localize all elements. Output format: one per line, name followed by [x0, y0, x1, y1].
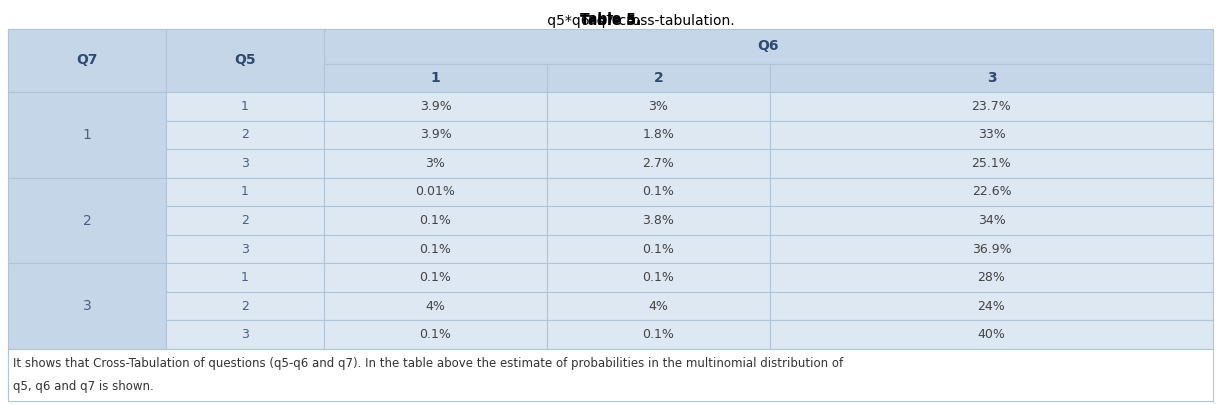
Text: 22.6%: 22.6%: [972, 185, 1011, 198]
Bar: [324, 149, 547, 178]
Text: 3: 3: [987, 71, 996, 85]
Bar: [9, 263, 166, 349]
Text: 1: 1: [241, 271, 249, 284]
Bar: [9, 29, 166, 92]
Text: Table 5.: Table 5.: [580, 14, 641, 28]
Bar: [166, 149, 324, 178]
Text: Q5: Q5: [234, 53, 256, 67]
Bar: [166, 292, 324, 320]
Bar: [770, 292, 1212, 320]
Text: q5*q6*q7 cross-tabulation.: q5*q6*q7 cross-tabulation.: [486, 14, 735, 28]
Text: Q7: Q7: [76, 53, 98, 67]
Text: 3%: 3%: [648, 100, 668, 113]
Bar: [324, 29, 1212, 64]
Text: 3: 3: [83, 299, 92, 313]
Text: 0.1%: 0.1%: [420, 214, 452, 227]
Text: 3.9%: 3.9%: [420, 100, 452, 113]
Text: 0.1%: 0.1%: [642, 242, 674, 256]
Bar: [770, 92, 1212, 120]
Text: 3.8%: 3.8%: [642, 214, 674, 227]
Text: 2: 2: [241, 214, 249, 227]
Text: 25.1%: 25.1%: [972, 157, 1011, 170]
Bar: [324, 263, 547, 292]
Bar: [9, 178, 166, 263]
Text: 1: 1: [241, 185, 249, 198]
Bar: [166, 92, 324, 120]
Text: 2: 2: [241, 128, 249, 141]
Bar: [166, 320, 324, 349]
Bar: [166, 120, 324, 149]
Bar: [324, 92, 547, 120]
Bar: [770, 320, 1212, 349]
Text: 0.01%: 0.01%: [415, 185, 455, 198]
Text: 2: 2: [653, 71, 663, 85]
Bar: [547, 292, 770, 320]
Bar: [547, 149, 770, 178]
Bar: [770, 235, 1212, 263]
Bar: [324, 64, 547, 92]
Bar: [9, 29, 324, 64]
Text: 40%: 40%: [978, 328, 1005, 341]
Text: 2: 2: [83, 213, 92, 227]
Text: 0.1%: 0.1%: [420, 271, 452, 284]
Text: 24%: 24%: [978, 300, 1005, 313]
Bar: [324, 292, 547, 320]
Bar: [166, 235, 324, 263]
Bar: [547, 320, 770, 349]
Bar: [770, 149, 1212, 178]
Bar: [770, 64, 1212, 92]
Text: 4%: 4%: [648, 300, 668, 313]
Bar: [770, 178, 1212, 206]
Text: 1.8%: 1.8%: [642, 128, 674, 141]
Text: 3.9%: 3.9%: [420, 128, 452, 141]
Bar: [324, 206, 547, 235]
Text: Q6: Q6: [758, 40, 779, 53]
Text: 3: 3: [241, 328, 249, 341]
Text: 0.1%: 0.1%: [642, 271, 674, 284]
Bar: [547, 263, 770, 292]
Text: Table 5.: Table 5.: [580, 12, 641, 26]
Text: 0.1%: 0.1%: [420, 242, 452, 256]
Text: 2.7%: 2.7%: [642, 157, 674, 170]
Bar: [9, 349, 1212, 401]
Text: q5, q6 and q7 is shown.: q5, q6 and q7 is shown.: [13, 380, 154, 393]
Text: 2: 2: [241, 300, 249, 313]
Text: 33%: 33%: [978, 128, 1005, 141]
Text: 0.1%: 0.1%: [642, 185, 674, 198]
Bar: [166, 206, 324, 235]
Bar: [547, 64, 770, 92]
Text: 1: 1: [241, 100, 249, 113]
Bar: [324, 178, 547, 206]
Text: 3: 3: [241, 242, 249, 256]
Text: 28%: 28%: [978, 271, 1005, 284]
Text: 34%: 34%: [978, 214, 1005, 227]
Text: 3%: 3%: [426, 157, 446, 170]
Text: 1: 1: [431, 71, 441, 85]
Bar: [770, 263, 1212, 292]
Text: It shows that Cross-Tabulation of questions (q5-q6 and q7). In the table above t: It shows that Cross-Tabulation of questi…: [13, 357, 844, 370]
Text: 23.7%: 23.7%: [972, 100, 1011, 113]
Bar: [547, 178, 770, 206]
Bar: [9, 92, 166, 178]
Bar: [547, 235, 770, 263]
Bar: [324, 235, 547, 263]
Bar: [547, 206, 770, 235]
Bar: [324, 120, 547, 149]
Text: 0.1%: 0.1%: [642, 328, 674, 341]
Text: 36.9%: 36.9%: [972, 242, 1011, 256]
Bar: [547, 92, 770, 120]
Text: 0.1%: 0.1%: [420, 328, 452, 341]
Bar: [166, 263, 324, 292]
Bar: [770, 120, 1212, 149]
Text: Table 5. q5*q6*q7 cross-tabulation.: Table 5. q5*q6*q7 cross-tabulation.: [488, 12, 734, 26]
Bar: [166, 178, 324, 206]
Bar: [770, 206, 1212, 235]
Text: 4%: 4%: [426, 300, 446, 313]
Text: 1: 1: [83, 128, 92, 142]
Bar: [547, 120, 770, 149]
Bar: [166, 29, 324, 92]
Text: 3: 3: [241, 157, 249, 170]
Bar: [324, 320, 547, 349]
